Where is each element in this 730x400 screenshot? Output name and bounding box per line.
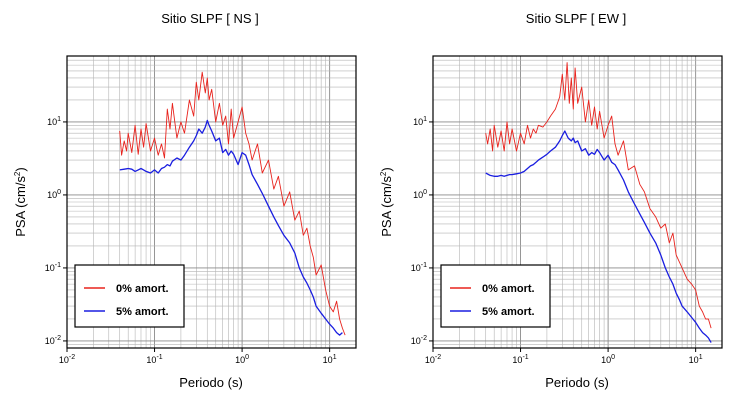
y-axis-label-close: ): [13, 167, 28, 171]
legend: 0% amort. 5% amort.: [440, 264, 551, 328]
chart-panel-ew: Sitio SLPF [ EW ] 10-2 10-1 100 101 10-210-…: [379, 11, 723, 390]
x-tick-label: 101: [323, 354, 337, 365]
y-axis-label: PSA (cm/s2): [13, 167, 28, 236]
plot-frame: [432, 55, 723, 349]
y-axis-label-text: PSA (cm/s: [13, 176, 28, 237]
y-tick-label: 100: [47, 189, 61, 200]
plot-frame: [66, 55, 357, 349]
x-tick-label: 100: [601, 354, 615, 365]
x-tick-label: 10-2: [59, 354, 75, 365]
x-tick-label: 100: [235, 354, 249, 365]
x-tick-label: 10-1: [512, 354, 528, 365]
series-line-5pct: [119, 119, 343, 336]
y-axis-label-sup: 2: [13, 171, 22, 176]
y-axis-label-close: ): [379, 167, 394, 171]
x-tick-label: 10-1: [146, 354, 162, 365]
legend-label-1: 5% amort.: [116, 306, 169, 318]
legend-label-1: 5% amort.: [482, 306, 535, 318]
x-axis-label: Periodo (s): [545, 375, 609, 390]
legend-box: [440, 264, 551, 328]
x-tick-labels: 10-2 10-1 100 101: [425, 348, 703, 365]
legend-label-0: 0% amort.: [116, 283, 169, 295]
y-tick-label: 10-2: [45, 335, 61, 346]
chart-title: Sitio SLPF [ NS ]: [161, 11, 259, 26]
x-tick-label: 101: [689, 354, 703, 365]
series-line-0pct: [119, 71, 346, 336]
y-axis-label-sup: 2: [379, 171, 388, 176]
legend: 0% amort. 5% amort.: [74, 264, 185, 328]
series-line-5pct: [485, 130, 712, 343]
y-tick-labels: 10-2 10-1 100 101: [45, 116, 67, 346]
series-layer: [119, 71, 346, 336]
y-tick-label: 10-1: [411, 262, 427, 273]
y-tick-label: 10-1: [45, 262, 61, 273]
legend-box: [74, 264, 185, 328]
x-axis-label: Periodo (s): [179, 375, 243, 390]
y-tick-label: 100: [413, 189, 427, 200]
x-tick-label: 10-2: [425, 354, 441, 365]
y-tick-label: 10-2: [411, 335, 427, 346]
y-tick-label: 101: [47, 116, 61, 127]
x-tick-labels: 10-2 10-1 100 101: [59, 348, 337, 365]
y-tick-label: 101: [413, 116, 427, 127]
series-layer: [485, 62, 712, 343]
y-axis-label-text: PSA (cm/s: [379, 176, 394, 237]
chart-panel-ns: Sitio SLPF [ NS ] 10-2 10-1 100 101 10-210-…: [13, 11, 357, 390]
y-axis-label: PSA (cm/s2): [379, 167, 394, 236]
y-tick-labels: 10-2 10-1 100 101: [411, 116, 433, 346]
series-line-0pct: [485, 62, 712, 329]
chart-title: Sitio SLPF [ EW ]: [526, 11, 626, 26]
legend-label-0: 0% amort.: [482, 283, 535, 295]
